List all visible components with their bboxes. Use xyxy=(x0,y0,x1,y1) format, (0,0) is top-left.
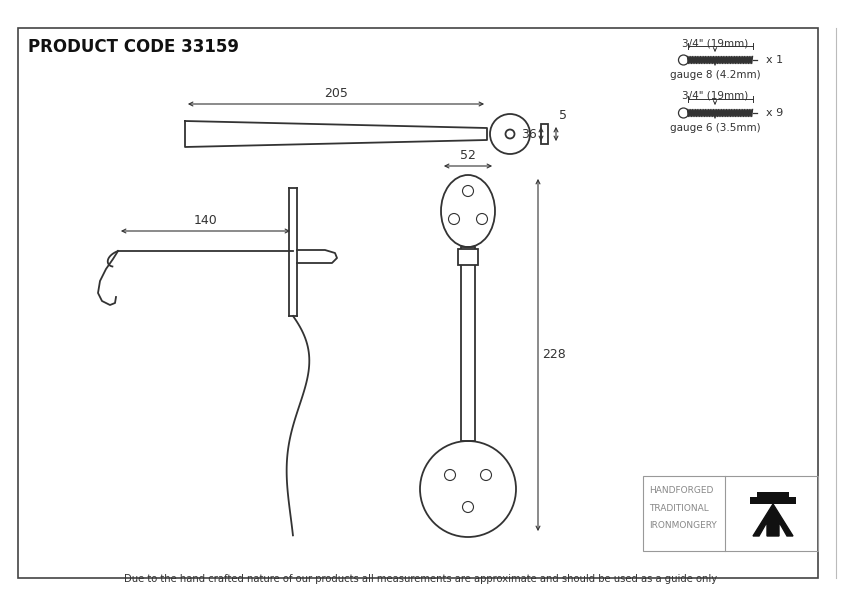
Text: 3/4" (19mm): 3/4" (19mm) xyxy=(682,38,748,48)
Text: 228: 228 xyxy=(542,349,566,362)
Text: 52: 52 xyxy=(460,149,476,162)
Text: gauge 6 (3.5mm): gauge 6 (3.5mm) xyxy=(669,123,760,133)
Text: TRADITIONAL: TRADITIONAL xyxy=(649,504,709,513)
Text: 36: 36 xyxy=(521,128,537,141)
Bar xyxy=(757,492,789,497)
Text: IRONMONGERY: IRONMONGERY xyxy=(649,521,717,530)
Bar xyxy=(461,247,475,441)
Bar xyxy=(750,497,796,504)
Bar xyxy=(541,124,548,144)
Text: Due to the hand crafted nature of our products all measurements are approximate : Due to the hand crafted nature of our pr… xyxy=(125,574,717,584)
Text: PRODUCT CODE 33159: PRODUCT CODE 33159 xyxy=(28,38,239,56)
Text: 205: 205 xyxy=(324,87,348,100)
Text: HANDFORGED: HANDFORGED xyxy=(649,486,713,495)
Polygon shape xyxy=(753,504,793,536)
Text: 3/4" (19mm): 3/4" (19mm) xyxy=(682,91,748,101)
Text: 140: 140 xyxy=(194,214,217,227)
Text: 5: 5 xyxy=(559,109,567,122)
Bar xyxy=(458,249,478,265)
Bar xyxy=(643,476,818,551)
Text: x 9: x 9 xyxy=(766,108,784,118)
Text: x 1: x 1 xyxy=(766,55,784,65)
Text: gauge 8 (4.2mm): gauge 8 (4.2mm) xyxy=(669,70,760,80)
